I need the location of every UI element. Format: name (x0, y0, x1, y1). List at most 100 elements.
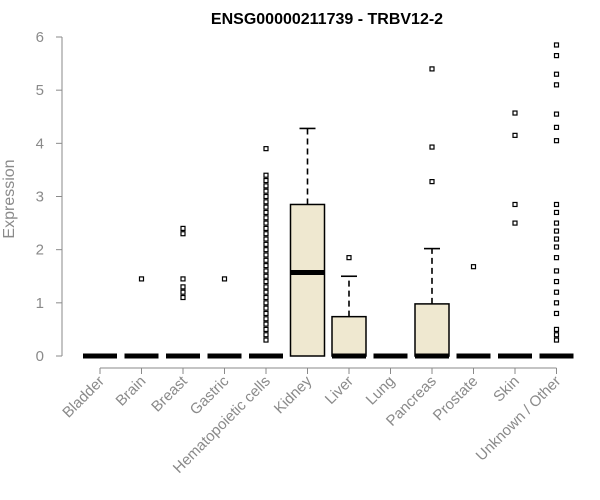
box-group (207, 276, 242, 359)
outlier-point (429, 66, 435, 72)
outlier-point (263, 294, 269, 301)
y-tick-label: 4 (36, 135, 44, 152)
outlier-point (263, 252, 269, 258)
outlier-point (263, 284, 269, 290)
outlier-point (263, 337, 269, 343)
box-group (249, 146, 283, 359)
x-tick-label: Prostate (430, 373, 482, 425)
outlier-point (263, 188, 269, 194)
outlier-point (180, 225, 186, 231)
outlier-point (263, 305, 269, 311)
box (414, 303, 450, 357)
outlier-point (553, 337, 560, 343)
outlier-point (512, 201, 518, 208)
outlier-point (553, 228, 560, 234)
x-tick-label: Skin (490, 373, 523, 406)
outlier-point (263, 263, 269, 269)
outlier-point (553, 209, 560, 216)
y-axis-label: Expression (1, 159, 18, 238)
outlier-point (553, 111, 560, 117)
outlier-point (553, 255, 560, 261)
outlier-point (180, 276, 186, 282)
outlier-point (470, 264, 477, 270)
y-tick-label: 2 (36, 242, 44, 259)
outlier-point (263, 225, 269, 231)
outlier-point (263, 172, 269, 178)
outlier-point (553, 236, 560, 242)
box (331, 315, 367, 357)
box-group (414, 66, 450, 359)
y-tick-label: 6 (36, 29, 44, 46)
outlier-point (263, 183, 269, 189)
box-group (289, 127, 326, 357)
box-group (331, 255, 367, 359)
outlier-point (263, 278, 269, 285)
outlier-point (221, 276, 228, 282)
box-group (539, 42, 574, 359)
outlier-point (553, 332, 560, 338)
outlier-point (553, 71, 560, 77)
outlier-point (180, 289, 186, 295)
y-tick-label: 1 (36, 295, 44, 312)
outlier-point (553, 278, 560, 285)
outlier-point (429, 179, 435, 185)
plot-area (83, 42, 574, 359)
x-tick-label: Bladder (59, 373, 108, 422)
outlier-point (263, 215, 269, 221)
outlier-point (553, 310, 560, 317)
outlier-point (553, 42, 560, 48)
outlier-point (263, 273, 269, 279)
outlier-point (180, 294, 186, 301)
outlier-point (263, 220, 269, 226)
outlier-point (263, 332, 269, 338)
outlier-point (138, 276, 145, 282)
x-tick-label: Lung (363, 373, 399, 409)
outlier-point (429, 144, 435, 150)
outlier-point (553, 300, 560, 306)
outlier-point (263, 193, 269, 200)
box-group (124, 276, 159, 359)
outlier-point (553, 53, 560, 59)
x-tick-label: Kidney (271, 372, 316, 417)
outlier-point (180, 231, 186, 237)
outlier-point (553, 268, 560, 274)
outlier-point (553, 220, 560, 226)
outlier-point (263, 300, 269, 306)
box-group (166, 225, 200, 359)
y-axis: 0 1 2 3 4 5 6 (36, 29, 63, 365)
outlier-point (263, 326, 269, 333)
y-tick-label: 3 (36, 189, 44, 206)
outlier-point (263, 241, 269, 247)
x-tick-label: Liver (322, 373, 357, 408)
box (289, 203, 326, 357)
box-group (498, 110, 532, 359)
outlier-point (263, 247, 269, 253)
x-tick-label: Brain (113, 373, 150, 410)
outlier-point (553, 82, 560, 88)
outlier-point (263, 321, 269, 327)
y-tick-label: 5 (36, 82, 44, 99)
outlier-point (263, 289, 269, 295)
outlier-point (180, 284, 186, 290)
outlier-point (512, 110, 518, 116)
outlier-point (263, 204, 269, 210)
outlier-point (263, 268, 269, 274)
outlier-point (263, 177, 269, 184)
outlier-point (263, 257, 269, 263)
outlier-point (553, 244, 560, 250)
outlier-point (263, 236, 269, 242)
outlier-point (263, 310, 269, 317)
outlier-point (553, 124, 560, 130)
outlier-point (346, 255, 352, 261)
outlier-point (553, 289, 560, 295)
outlier-point (263, 316, 269, 322)
outlier-point (553, 201, 560, 208)
outlier-point (263, 231, 269, 237)
outlier-point (512, 220, 518, 226)
x-tick-label: Breast (148, 372, 191, 415)
outlier-point (512, 132, 518, 138)
outlier-point (263, 146, 269, 152)
outlier-point (263, 199, 269, 205)
